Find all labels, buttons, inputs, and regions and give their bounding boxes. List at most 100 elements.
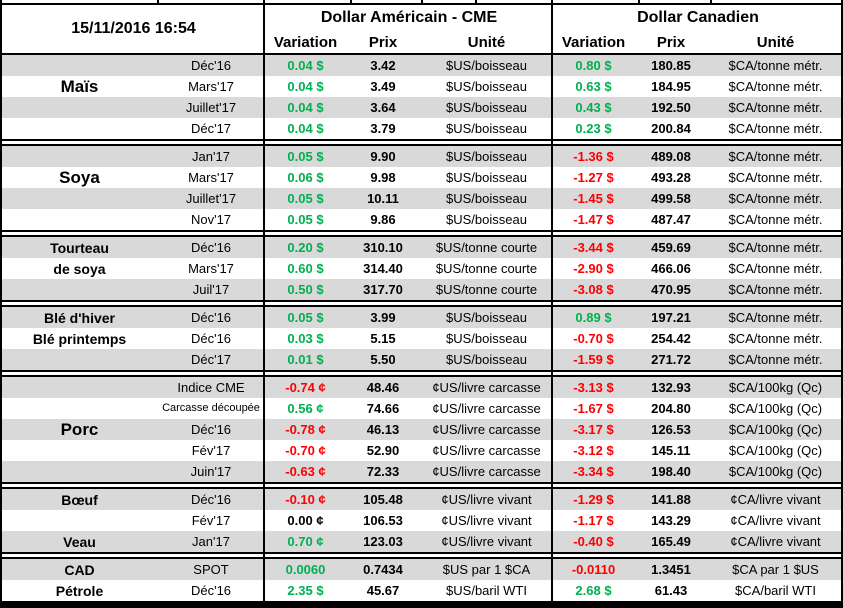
contract-month: Jan'17 (192, 149, 230, 164)
us-price-value: 9.90 (370, 149, 396, 164)
column-tick (638, 0, 640, 3)
table-row: CAD SPOT 0.0060 0.7434 $US par 1 $CA -0.… (2, 559, 841, 580)
ca-price-value: 271.72 (651, 352, 691, 367)
us-variation-value: 0.05 $ (287, 310, 324, 325)
us-dollar-header-group: Dollar Américain - CME Variation Prix Un… (265, 5, 553, 53)
column-tick (157, 0, 159, 3)
us-price-value: 310.10 (363, 240, 403, 255)
us-group-title: Dollar Américain - CME (320, 9, 498, 26)
divider-us-block (263, 0, 265, 603)
table-row: de soya Mars'17 0.60 $ 314.40 $US/tonne … (2, 258, 841, 279)
us-variation-value: 0.70 ¢ (287, 534, 324, 549)
contract-month: Nov'17 (190, 212, 232, 227)
commodity-section: Jan'17 0.05 $ 9.90 $US/boisseau -1.36 $ … (2, 144, 841, 232)
commodity-section: CAD SPOT 0.0060 0.7434 $US par 1 $CA -0.… (2, 557, 841, 603)
table-row: Veau Jan'17 0.70 ¢ 123.03 ¢US/livre viva… (2, 531, 841, 552)
table-row: Juil'17 0.50 $ 317.70 $US/tonne courte -… (2, 279, 841, 300)
us-price-value: 5.50 (370, 352, 396, 367)
ca-unit-label: $CA/100kg (Qc) (728, 380, 823, 395)
us-variation-value: 0.05 $ (287, 149, 324, 164)
column-tick (475, 0, 477, 3)
us-price-value: 106.53 (363, 513, 403, 528)
contract-month: Fév'17 (191, 513, 231, 528)
ca-unit-label: $CA/tonne métr. (728, 100, 823, 115)
column-tick (350, 0, 352, 3)
ca-unit-label: $CA/tonne métr. (728, 170, 823, 185)
us-price-value: 123.03 (363, 534, 403, 549)
us-price-value: 48.46 (366, 380, 400, 395)
ca-price-value: 145.11 (651, 443, 691, 458)
us-price-value: 10.11 (367, 191, 399, 206)
contract-month: Déc'16 (190, 240, 232, 255)
divider-ca-block (551, 0, 553, 603)
contract-month: Mars'17 (188, 79, 234, 94)
ca-variation-value: -1.17 $ (573, 513, 614, 528)
table-row: Fév'17 -0.70 ¢ 52.90 ¢US/livre carcasse … (2, 440, 841, 461)
ca-unit-label: $CA/tonne métr. (728, 352, 823, 367)
contract-month: Juillet'17 (185, 100, 237, 115)
us-price-value: 3.42 (370, 58, 396, 73)
ca-variation-value: -2.90 $ (573, 261, 614, 276)
section-gap (2, 302, 841, 305)
us-unit-label: $US/boisseau (446, 100, 527, 115)
us-unit-label: $US/tonne courte (435, 261, 538, 276)
commodity-label: Soya (59, 168, 100, 187)
ca-unit-label: $CA/tonne métr. (728, 261, 823, 276)
us-variation-value: 0.04 $ (287, 121, 324, 136)
ca-variation-value: -3.13 $ (573, 380, 614, 395)
commodity-label: Porc (60, 420, 99, 439)
table-row: Pétrole Déc'16 2.35 $ 45.67 $US/baril WT… (2, 580, 841, 601)
table-row: Fév'17 0.00 ¢ 106.53 ¢US/livre vivant -1… (2, 510, 841, 531)
us-variation-value: 0.04 $ (287, 100, 324, 115)
us-unit-label: $US/boisseau (446, 79, 527, 94)
ca-price-value: 204.80 (651, 401, 691, 416)
ca-col-variation: Variation (561, 33, 626, 51)
ca-unit-label: $CA par 1 $US (732, 562, 819, 577)
us-unit-label: $US par 1 $CA (442, 562, 531, 577)
us-price-value: 314.40 (363, 261, 403, 276)
ca-price-value: 466.06 (651, 261, 691, 276)
commodity-section: Tourteau Déc'16 0.20 $ 310.10 $US/tonne … (2, 235, 841, 302)
us-price-value: 3.64 (370, 100, 396, 115)
ca-price-value: 198.40 (651, 464, 691, 479)
table-row: Juillet'17 0.04 $ 3.64 $US/boisseau 0.43… (2, 97, 841, 118)
ca-price-value: 200.84 (651, 121, 691, 136)
section-gap (2, 554, 841, 557)
us-variation-value: 0.06 $ (287, 170, 324, 185)
ca-price-value: 487.47 (651, 212, 691, 227)
contract-month: Juillet'17 (185, 191, 237, 206)
table-row: Soya Mars'17 0.06 $ 9.98 $US/boisseau -1… (2, 167, 841, 188)
us-variation-value: 0.04 $ (287, 58, 324, 73)
ca-price-value: 489.08 (651, 149, 691, 164)
us-variation-value: -0.78 ¢ (285, 422, 326, 437)
us-variation-value: 0.03 $ (287, 331, 324, 346)
us-variation-value: 2.35 $ (287, 583, 324, 598)
us-price-value: 46.13 (366, 422, 400, 437)
commodity-section: Bœuf Déc'16 -0.10 ¢ 105.48 ¢US/livre viv… (2, 487, 841, 554)
commodity-label: Veau (63, 533, 96, 550)
section-gap (2, 141, 841, 144)
us-unit-label: $US/boisseau (446, 352, 527, 367)
ca-unit-label: $CA/tonne métr. (728, 149, 823, 164)
ca-unit-label: $CA/tonne métr. (728, 58, 823, 73)
us-unit-label: ¢US/livre carcasse (432, 443, 541, 458)
us-variation-value: 0.00 ¢ (287, 513, 324, 528)
us-unit-label: ¢US/livre vivant (441, 492, 532, 507)
contract-month: Déc'16 (190, 422, 232, 437)
commodity-section: Blé d'hiver Déc'16 0.05 $ 3.99 $US/boiss… (2, 305, 841, 372)
us-price-value: 105.48 (363, 492, 403, 507)
table-row: Déc'17 0.01 $ 5.50 $US/boisseau -1.59 $ … (2, 349, 841, 370)
commodity-label: CAD (64, 561, 95, 578)
us-unit-label: $US/boisseau (446, 310, 527, 325)
ca-variation-value: -3.17 $ (573, 422, 614, 437)
us-price-value: 3.99 (370, 310, 396, 325)
us-variation-value: 0.60 $ (287, 261, 324, 276)
us-variation-value: -0.74 ¢ (285, 380, 326, 395)
section-gap (2, 372, 841, 375)
contract-month: Mars'17 (188, 261, 234, 276)
table-row: Bœuf Déc'16 -0.10 ¢ 105.48 ¢US/livre viv… (2, 489, 841, 510)
contract-month: Fév'17 (191, 443, 231, 458)
table-row: Indice CME -0.74 ¢ 48.46 ¢US/livre carca… (2, 377, 841, 398)
us-variation-value: 0.50 $ (287, 282, 324, 297)
ca-variation-value: -3.44 $ (573, 240, 614, 255)
